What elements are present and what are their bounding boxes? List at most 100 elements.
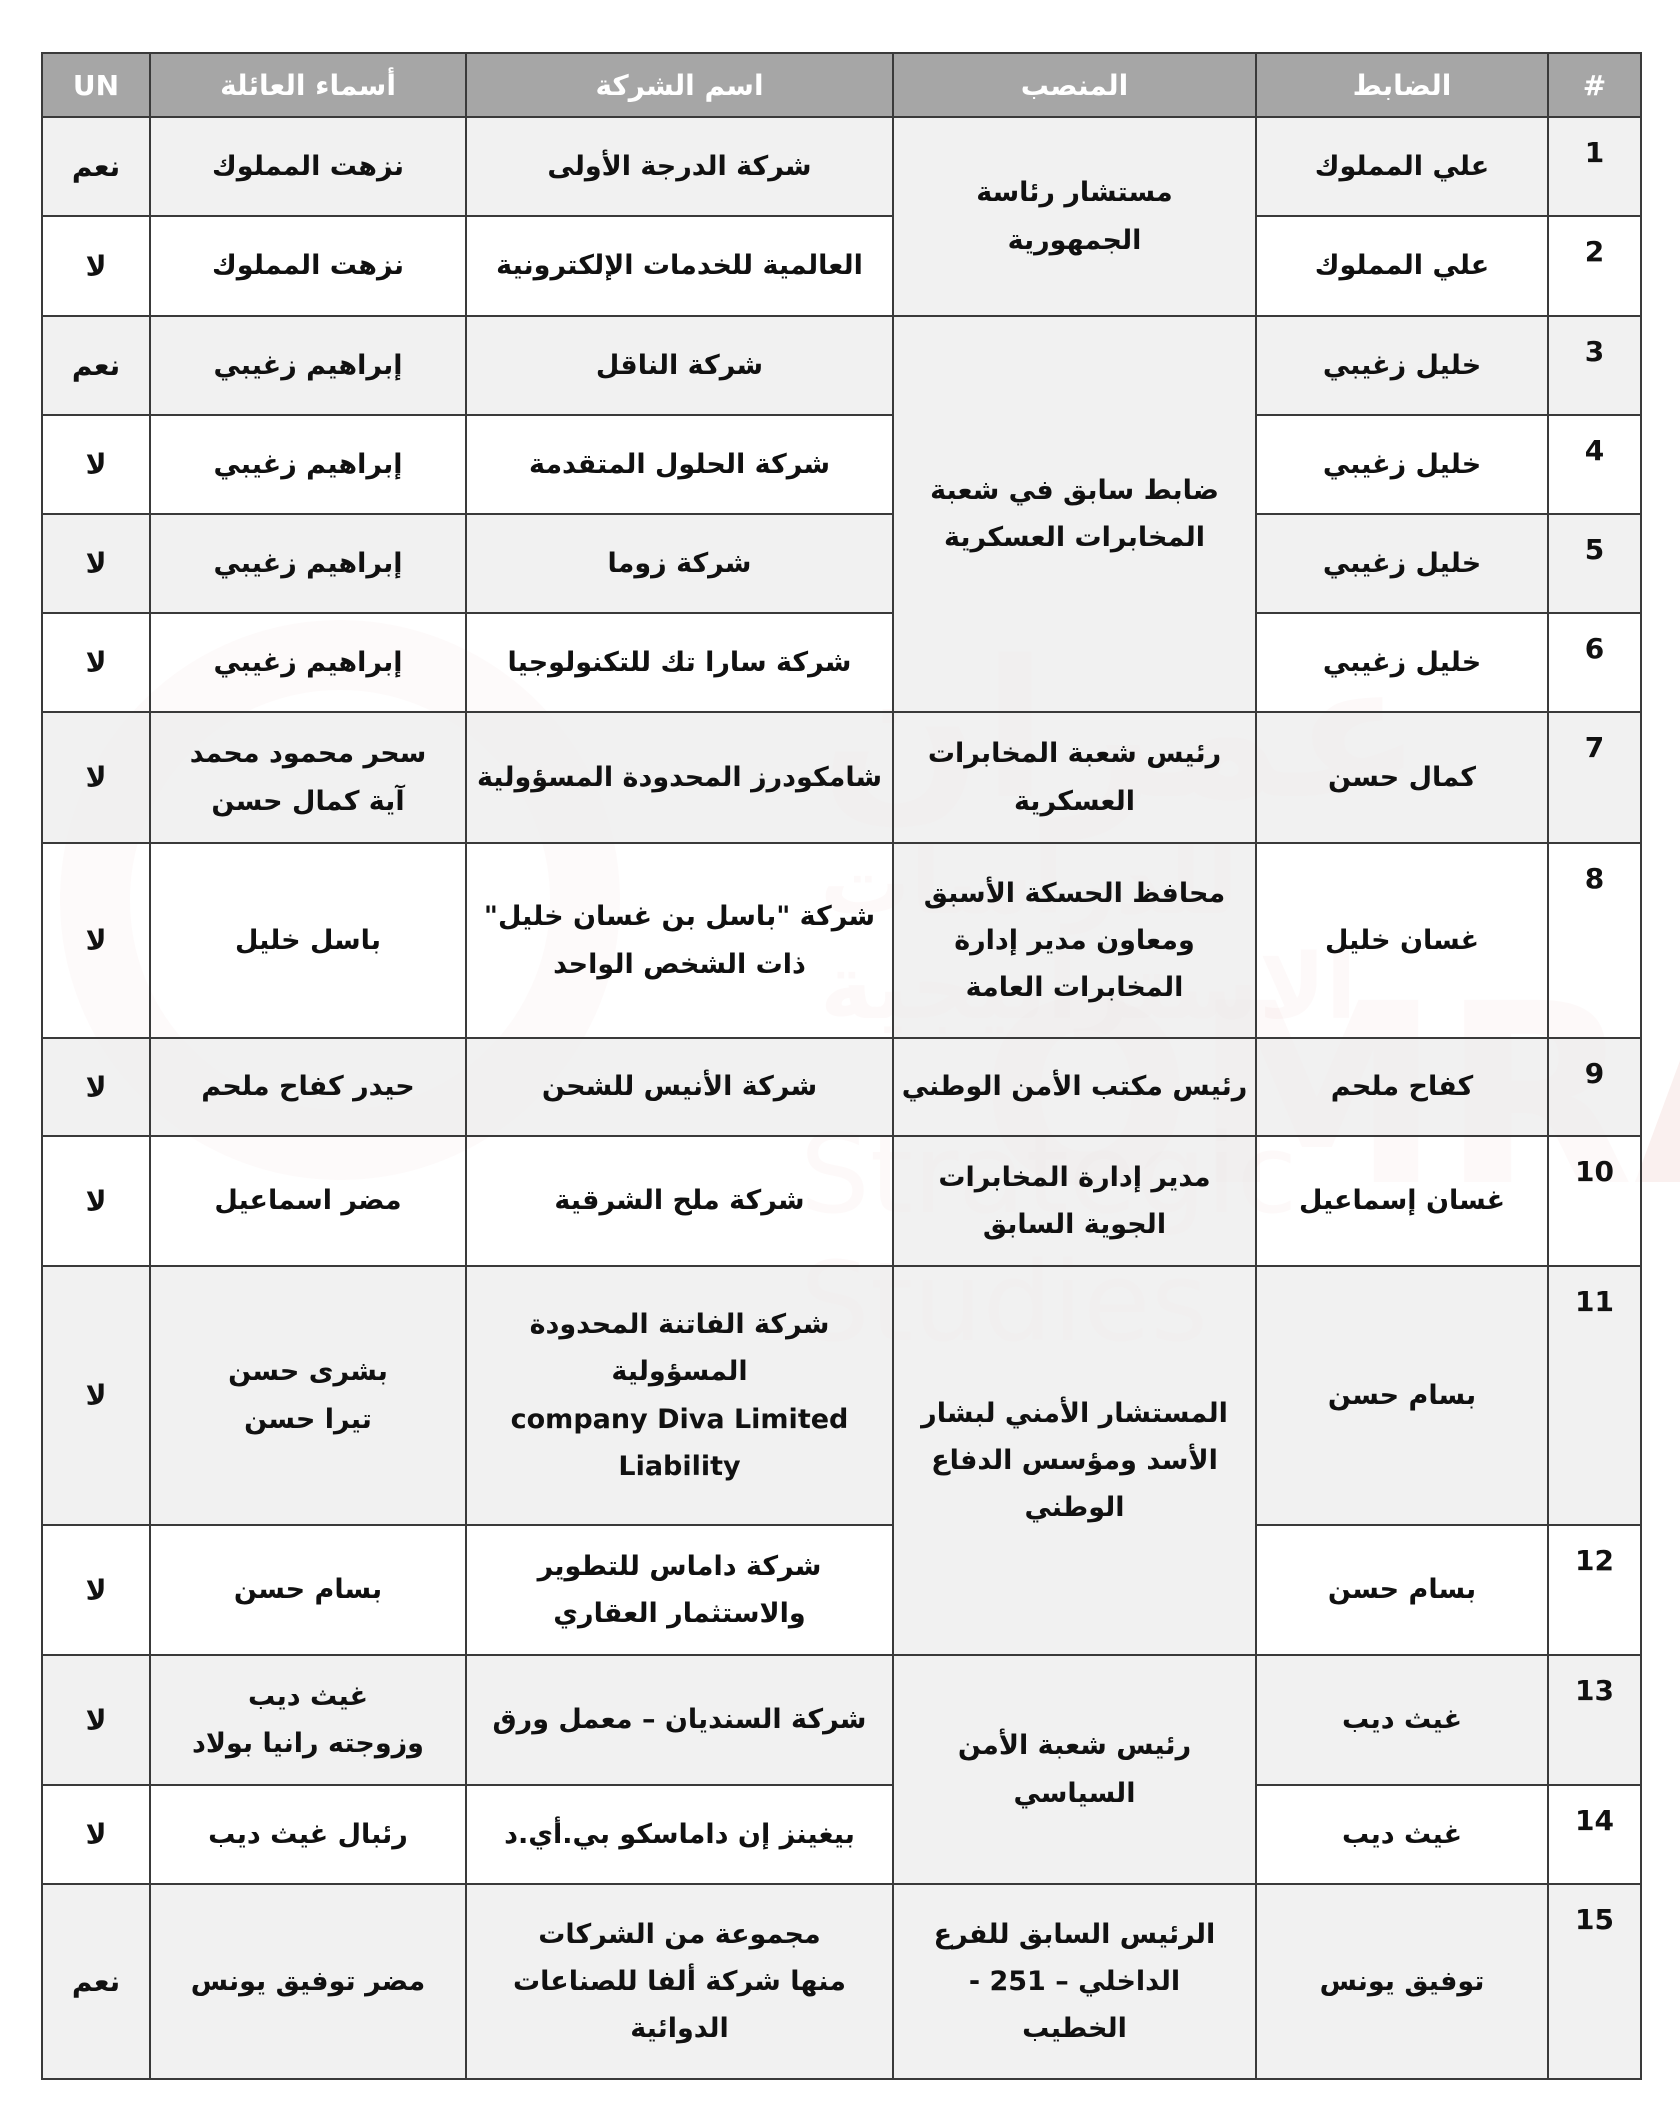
company-name: شركة الحلول المتقدمة (465, 414, 894, 515)
row-number: 8 (1547, 842, 1642, 1039)
position-title: مدير إدارة المخابرات الجوية السابق (892, 1135, 1257, 1267)
officer-name: بسام حسن (1255, 1524, 1549, 1656)
company-name: شركة الأنيس للشحن (465, 1037, 894, 1137)
row-number: 5 (1547, 513, 1642, 614)
company-name: العالمية للخدمات الإلكترونية (465, 215, 894, 317)
un-status: لا (41, 842, 151, 1039)
table-row: 11 بسام حسن المستشار الأمني لبشار الأسد وم… (41, 1265, 1642, 1656)
officer-name: توفيق يونس (1255, 1883, 1549, 2080)
un-status: لا (41, 1037, 151, 1137)
company-name: شامكودرز المحدودة المسؤولية (465, 711, 894, 844)
row-number: 10 (1547, 1135, 1642, 1267)
officer-name: كمال حسن (1255, 711, 1549, 844)
officer-name: علي المملوك (1255, 116, 1549, 217)
header-family: أسماء العائلة (149, 52, 467, 118)
table-row: 15 توفيق يونس الرئيس السابق للفرع الداخلي … (41, 1883, 1642, 2080)
row-number: 6 (1547, 612, 1642, 713)
company-name: شركة الفاتنة المحدودة المسؤولية company … (465, 1265, 894, 1526)
un-status: لا (41, 1654, 151, 1786)
un-status: لا (41, 215, 151, 317)
company-name: شركة ملح الشرقية (465, 1135, 894, 1267)
table-row: 5 خليل زغيبي شركة زوما إبراهيم زغيبي لا (41, 513, 1642, 614)
family-names: إبراهيم زغيبي (149, 414, 467, 515)
table-row: 6 خليل زغيبي شركة سارا تك للتكنولوجيا إبراه… (41, 612, 1642, 713)
un-status: لا (41, 1135, 151, 1267)
officer-name: كفاح ملحم (1255, 1037, 1549, 1137)
un-status: لا (41, 711, 151, 844)
table-row: 12 بسام حسن شركة داماس للتطوير والاستثمار … (41, 1524, 1642, 1656)
company-name: شركة السنديان – معمل ورق (465, 1654, 894, 1786)
company-name: بيغينز إن داماسكو بي.أي.د (465, 1784, 894, 1885)
un-status: لا (41, 414, 151, 515)
header-position: المنصب (892, 52, 1257, 118)
officer-name: بسام حسن (1255, 1265, 1549, 1526)
row-number: 14 (1547, 1784, 1642, 1885)
family-names: حيدر كفاح ملحم (149, 1037, 467, 1137)
company-name: شركة الناقل (465, 315, 894, 416)
family-names: رئبال غيث ديب (149, 1784, 467, 1885)
family-names: مضر توفيق يونس (149, 1883, 467, 2080)
un-status: نعم (41, 315, 151, 416)
header-num: # (1547, 52, 1642, 118)
table-row: 14 غيث ديب بيغينز إن داماسكو بي.أي.د رئبال … (41, 1784, 1642, 1885)
row-number: 11 (1547, 1265, 1642, 1526)
officer-name: غسان إسماعيل (1255, 1135, 1549, 1267)
officer-name: علي المملوك (1255, 215, 1549, 317)
un-status: لا (41, 513, 151, 614)
position-title: المستشار الأمني لبشار الأسد ومؤسس الدفاع… (892, 1265, 1257, 1656)
family-names: غيث ديب وزوجته رانيا بولاد (149, 1654, 467, 1786)
table-row: 3 خليل زغيبي ضابط سابق في شعبة المخابرات ا… (41, 315, 1642, 713)
un-status: لا (41, 1524, 151, 1656)
row-number: 7 (1547, 711, 1642, 844)
family-names: إبراهيم زغيبي (149, 612, 467, 713)
position-title: ضابط سابق في شعبة المخابرات العسكرية (892, 315, 1257, 713)
company-name: شركة الدرجة الأولى (465, 116, 894, 217)
header-company: اسم الشركة (465, 52, 894, 118)
company-name: شركة زوما (465, 513, 894, 614)
table-row: 7 كمال حسن رئيس شعبة المخابرات العسكرية شام… (41, 711, 1642, 844)
un-status: لا (41, 612, 151, 713)
header-un: UN (41, 52, 151, 118)
family-names: سحر محمود محمد آية كمال حسن (149, 711, 467, 844)
officer-name: خليل زغيبي (1255, 513, 1549, 614)
position-title: الرئيس السابق للفرع الداخلي – 251 - الخط… (892, 1883, 1257, 2080)
company-name: شركة "باسل بن غسان خليل" ذات الشخص الواح… (465, 842, 894, 1039)
officer-name: غيث ديب (1255, 1784, 1549, 1885)
row-number: 12 (1547, 1524, 1642, 1656)
row-number: 1 (1547, 116, 1642, 217)
table-row: 9 كفاح ملحم رئيس مكتب الأمن الوطني شركة الأ… (41, 1037, 1642, 1137)
un-status: نعم (41, 1883, 151, 2080)
family-names: بسام حسن (149, 1524, 467, 1656)
family-names: إبراهيم زغيبي (149, 513, 467, 614)
table-row: 13 غيث ديب رئيس شعبة الأمن السياسي شركة الس… (41, 1654, 1642, 1885)
officer-name: غسان خليل (1255, 842, 1549, 1039)
family-names: نزهت المملوك (149, 215, 467, 317)
family-names: مضر اسماعيل (149, 1135, 467, 1267)
table-row: 1 علي المملوك مستشار رئاسة الجمهورية شركة ا… (41, 116, 1642, 317)
un-status: لا (41, 1784, 151, 1885)
position-title: محافظ الحسكة الأسبق ومعاون مدير إدارة ال… (892, 842, 1257, 1039)
un-status: لا (41, 1265, 151, 1526)
officer-name: خليل زغيبي (1255, 315, 1549, 416)
position-title: مستشار رئاسة الجمهورية (892, 116, 1257, 317)
officer-name: خليل زغيبي (1255, 612, 1549, 713)
family-names: باسل خليل (149, 842, 467, 1039)
officer-name: خليل زغيبي (1255, 414, 1549, 515)
officers-companies-table: # الضابط المنصب اسم الشركة أسماء العائلة… (41, 52, 1642, 2080)
company-name: مجموعة من الشركات منها شركة ألفا للصناعا… (465, 1883, 894, 2080)
header-officer: الضابط (1255, 52, 1549, 118)
position-title: رئيس شعبة الأمن السياسي (892, 1654, 1257, 1885)
row-number: 3 (1547, 315, 1642, 416)
family-names: بشرى حسن تيرا حسن (149, 1265, 467, 1526)
row-number: 9 (1547, 1037, 1642, 1137)
row-number: 15 (1547, 1883, 1642, 2080)
table-header-row: # الضابط المنصب اسم الشركة أسماء العائلة… (41, 52, 1642, 118)
position-title: رئيس مكتب الأمن الوطني (892, 1037, 1257, 1137)
table-row: 10 غسان إسماعيل مدير إدارة المخابرات الجوي… (41, 1135, 1642, 1267)
family-names: نزهت المملوك (149, 116, 467, 217)
un-status: نعم (41, 116, 151, 217)
family-names: إبراهيم زغيبي (149, 315, 467, 416)
position-title: رئيس شعبة المخابرات العسكرية (892, 711, 1257, 844)
table-row: 8 غسان خليل محافظ الحسكة الأسبق ومعاون مدي… (41, 842, 1642, 1039)
table-row: 4 خليل زغيبي شركة الحلول المتقدمة إبراهيم ز… (41, 414, 1642, 515)
